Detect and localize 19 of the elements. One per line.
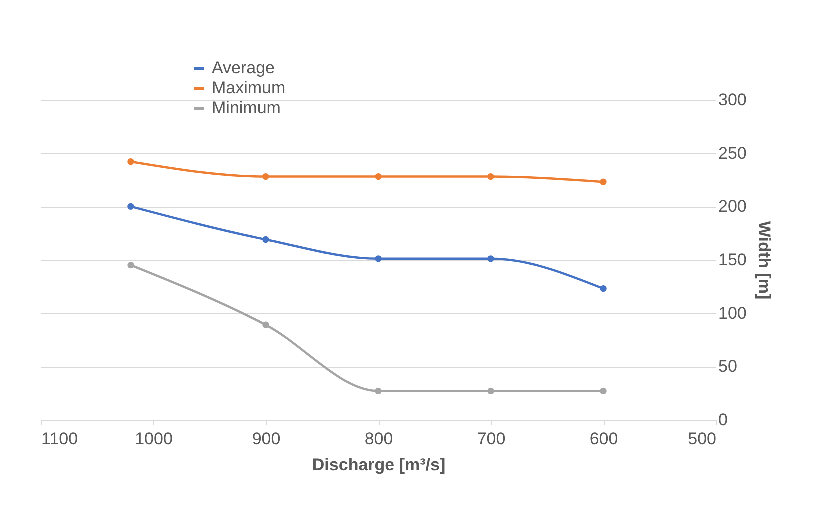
- y-tick-label: 200: [718, 197, 747, 216]
- x-tick-label: 1000: [135, 430, 173, 448]
- y-tick-label: 50: [718, 357, 738, 376]
- x-tick-label: 800: [364, 430, 394, 448]
- legend-label: Average: [212, 58, 276, 78]
- y-tick-label: 0: [718, 410, 728, 430]
- y-tick-label: 150: [718, 250, 747, 270]
- y-tick-label: 300: [718, 90, 747, 110]
- x-axis-title: Discharge [m³/s]: [312, 456, 446, 474]
- y-tick-label: 250: [718, 144, 747, 163]
- y-tick-label: 100: [718, 304, 747, 323]
- y-axis-title: Width [m]: [754, 221, 774, 300]
- legend-label: Maximum: [212, 78, 286, 98]
- x-tick-label: 1100: [42, 430, 78, 448]
- legend-label: Minimum: [212, 98, 281, 118]
- x-tick-label: 700: [477, 430, 506, 448]
- x-tick-label: 900: [252, 430, 281, 448]
- x-tick-label: 500: [688, 430, 716, 448]
- x-tick-label: 600: [590, 430, 618, 448]
